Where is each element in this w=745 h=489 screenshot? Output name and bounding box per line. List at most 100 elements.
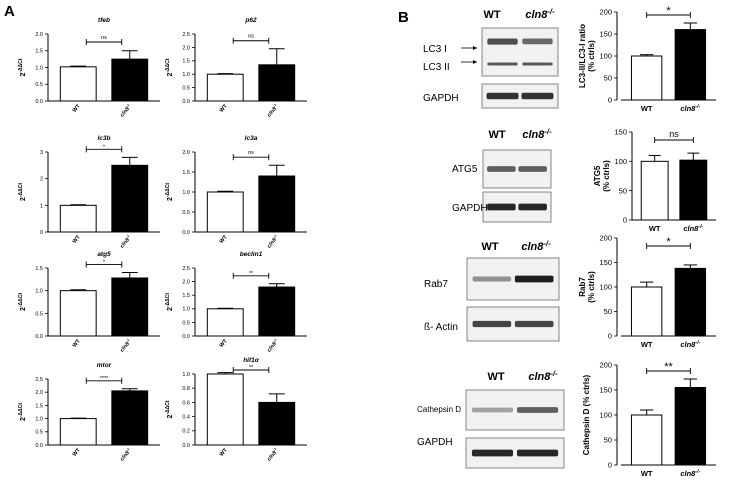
y-tick-label: 0.0 <box>182 230 190 236</box>
significance-label: ns <box>101 35 107 41</box>
bar-cln8 <box>111 277 149 337</box>
category-label: WT <box>641 469 653 478</box>
bar-cln8 <box>258 401 296 446</box>
blot-header-wt: WT <box>483 9 500 21</box>
y-axis-label: LC3-II/LC3-I ratio(% ctrls) <box>578 24 596 88</box>
y-tick-label: 150 <box>599 258 612 267</box>
y-tick-label: 200 <box>599 361 612 370</box>
bar-wt <box>59 66 97 102</box>
category-label-group: WT <box>219 338 230 349</box>
y-axis-label: Rab7(% ctrls) <box>578 271 596 303</box>
category-label: cln8-/- <box>680 340 700 349</box>
y-tick-label: 100 <box>599 52 612 61</box>
y-tick-label: 1.5 <box>182 170 190 176</box>
y-axis-label: 2-ΔΔCt <box>18 183 27 201</box>
chart-title: p62 <box>244 17 257 24</box>
bar-wt <box>630 286 663 337</box>
y-tick-label: 0.2 <box>182 429 190 435</box>
y-tick-label: 150 <box>599 386 612 395</box>
y-tick-label: 0.5 <box>182 86 190 92</box>
bar-chart-4: 0.0 0.5 1.0 1.5 2.0 lc3a 2-ΔΔCt WT cln8-/- ns <box>165 135 307 250</box>
y-axis-label: Cathepsin D (% ctrls) <box>582 374 591 455</box>
significance-label: ** <box>664 361 673 373</box>
y-tick-label: 2 <box>40 177 43 183</box>
bar-wt <box>206 73 244 102</box>
band-arrow-head <box>473 46 477 50</box>
category-label-group: WT <box>72 338 83 349</box>
category-label-group: WT <box>219 103 230 114</box>
y-tick-label: 50 <box>604 74 612 83</box>
y-tick-label: 0.5 <box>182 320 190 326</box>
y-tick-label: 0.0 <box>35 334 43 340</box>
bar-chart-1: 0.0 0.5 1.0 1.5 2.0 tfeb 2-ΔΔCt WT cln8-/- ns <box>18 17 160 119</box>
bar-chart-7: 0.0 0.5 1.0 1.5 2.0 2.5 mtor 2-ΔΔCt WT cln8-/- ***… <box>18 362 160 463</box>
y-tick-label: 0.5 <box>35 430 43 436</box>
blot-band <box>487 38 518 45</box>
y-axis-label: 2-ΔΔCt <box>18 403 27 421</box>
band-arrow-head <box>473 60 477 64</box>
y-tick-label: 2.0 <box>35 32 43 38</box>
blot-band <box>514 275 554 283</box>
blot-row-label: LC3 I <box>423 44 447 55</box>
chart-title: lc3a <box>245 135 258 142</box>
y-tick-label: 0 <box>608 461 612 470</box>
blot-row-label: Cathepsin D <box>417 405 461 414</box>
blot-row-label: LC3 II <box>423 62 450 73</box>
category-label: cln8-/- <box>521 239 551 254</box>
category-label: cln8-/- <box>266 337 281 353</box>
y-tick-label: 2.5 <box>35 377 43 383</box>
significance-label: * <box>666 236 671 248</box>
y-tick-label: 0.0 <box>182 99 190 105</box>
blot-header-wt: WT <box>488 129 505 141</box>
category-label: WT <box>72 338 83 349</box>
category-label: WT <box>219 338 230 349</box>
blots-group: WT cln8-/- LC3 I GAPDH LC3 II WT cln8-/- ATG5 GA… <box>417 7 565 469</box>
category-label: cln8-/- <box>266 102 281 118</box>
category-label: WT <box>641 104 653 113</box>
bar-cln8 <box>258 286 296 337</box>
category-label: cln8-/- <box>525 7 555 22</box>
chart-title: lc3b <box>97 135 110 142</box>
y-tick-label: 0 <box>40 230 43 236</box>
category-label: WT <box>72 103 83 114</box>
blot-row-label: ß- Actin <box>424 322 458 333</box>
category-label-group: cln8-/- <box>119 102 134 118</box>
category-label: WT <box>72 447 83 458</box>
blot-row-label: GAPDH <box>423 93 459 104</box>
blot-band <box>471 449 514 457</box>
blot-header-wt: WT <box>481 241 498 253</box>
y-axis-label: 2-ΔΔCt <box>165 58 174 76</box>
bar-wt <box>59 204 97 233</box>
category-label: cln8-/- <box>119 102 134 118</box>
blot-band <box>514 320 554 328</box>
category-label: WT <box>219 447 230 458</box>
blot-band <box>487 203 516 211</box>
bar-chart-5: 0.0 0.5 1.0 1.5 atg5 2-ΔΔCt WT cln8-/- * <box>18 251 160 354</box>
category-label-group: cln8-/- <box>266 446 278 462</box>
bar-wt <box>59 290 97 337</box>
blot-band <box>487 62 518 66</box>
bar-wt <box>640 160 669 221</box>
category-label-group: cln8-/- <box>266 102 281 118</box>
bar-cln8 <box>111 58 149 102</box>
y-tick-label: 0.5 <box>35 82 43 88</box>
y-axis-label: 2-ΔΔCt <box>165 293 174 311</box>
blot-band <box>486 92 519 100</box>
bar-chart-11: 0 50 100 150 200 Rab7(% ctrls) WT cln8-/- * <box>578 234 716 349</box>
western-blot-cathepsin: WT cln8-/- Cathepsin D GAPDH <box>417 369 565 469</box>
significance-label: ns <box>669 129 679 139</box>
bar-chart-8: 0.0 0.2 0.4 0.6 0.8 1.0 hif1α 2-ΔΔCt WT cln8-/- ** <box>165 357 307 463</box>
y-tick-label: 2.5 <box>182 32 190 38</box>
y-tick-label: 150 <box>599 30 612 39</box>
category-label-group: WT <box>72 447 83 458</box>
y-tick-label: 1.0 <box>182 372 190 378</box>
chart-title: tfeb <box>98 17 110 24</box>
y-tick-label: 1.0 <box>35 417 43 423</box>
category-label-group: WT <box>72 234 83 245</box>
y-tick-label: 0.5 <box>182 210 190 216</box>
y-tick-label: 0.0 <box>35 99 43 105</box>
category-label: cln8-/- <box>119 233 134 249</box>
y-tick-label: 0.0 <box>182 334 190 340</box>
category-label: WT <box>641 340 653 349</box>
blot-row-label: GAPDH <box>452 203 488 214</box>
